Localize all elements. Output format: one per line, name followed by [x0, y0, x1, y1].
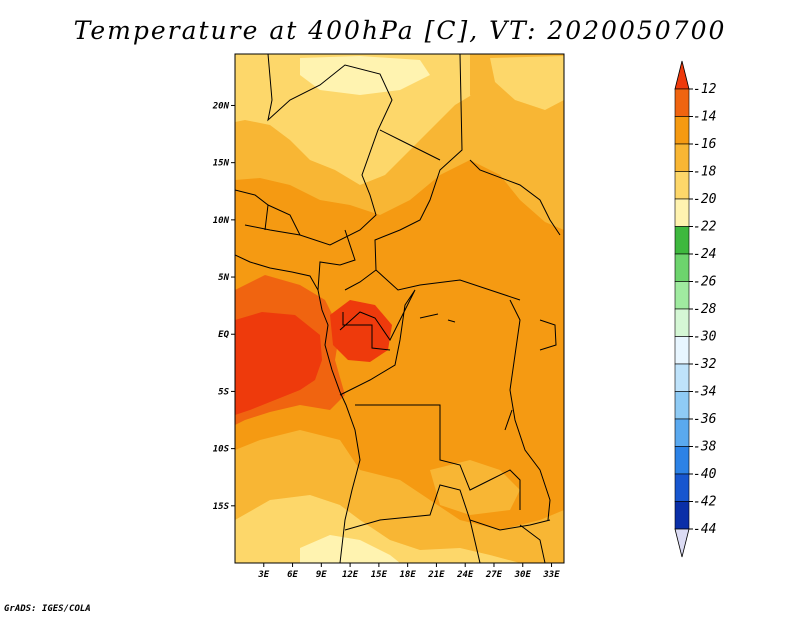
field-west-hot [235, 312, 322, 415]
field-south-pale [300, 535, 400, 563]
field-ne-cold [490, 56, 564, 110]
lat-tick-label: 20N [212, 101, 230, 111]
border-congo-1 [339, 289, 416, 396]
colorbar-box [674, 171, 690, 200]
colorbar-label: -12 [693, 82, 717, 97]
lon-tick-label: 27E [485, 570, 503, 580]
colorbar-box [674, 198, 690, 227]
lat-tick-label: 15S [213, 502, 230, 512]
latitude-axis: 20N 15N 10N 5N EQ 5S 10S 15S [212, 101, 235, 512]
map-frame [234, 53, 565, 564]
colorbar-label: -28 [693, 302, 717, 317]
colorbar-label: -32 [693, 357, 717, 372]
lat-tick-label: 10N [213, 216, 230, 226]
colorbar-box [674, 446, 690, 475]
lon-tick-label: 12E [342, 570, 359, 580]
colorbar-box [674, 88, 690, 117]
colorbar: -12 -14 -16 -18 -20 -22 -24 -26 -28 -30 -32 -34 -36 -… [674, 60, 717, 558]
colorbar-box [674, 363, 690, 392]
colorbar-box [674, 501, 690, 530]
border-gabon [342, 312, 391, 351]
lat-tick-label: 15N [213, 159, 230, 169]
colorbar-label: -34 [693, 385, 716, 400]
colorbar-bottom-arrow [674, 528, 690, 558]
border-west-1 [235, 189, 269, 231]
colorbar-label: -24 [693, 247, 716, 262]
lon-tick-label: 21E [427, 570, 445, 580]
colorbar-label: -14 [693, 110, 716, 125]
field-central-hot [330, 300, 392, 362]
colorbar-label: -44 [693, 522, 716, 537]
border-south-2 [469, 519, 481, 563]
border-south-3 [519, 524, 546, 563]
grads-credit: GrADS: IGES/COLA [4, 604, 91, 614]
colorbar-label: -36 [693, 412, 717, 427]
colorbar-box [674, 253, 690, 282]
border-north-1 [244, 54, 393, 246]
border-lake [509, 299, 551, 521]
colorbar-label: -40 [693, 467, 717, 482]
border-chad [317, 229, 356, 291]
colorbar-box [674, 308, 690, 337]
lat-tick-label: EQ [218, 330, 229, 340]
lat-tick-label: 5N [218, 273, 229, 283]
lake-4 [504, 409, 513, 431]
colorbar-label: -18 [693, 165, 717, 180]
colorbar-box [674, 418, 690, 447]
colorbar-label: -22 [693, 220, 717, 235]
temperature-field [235, 54, 564, 563]
lon-tick-label: 3E [257, 570, 269, 580]
border-north-2 [374, 54, 521, 301]
lat-tick-label: 10S [213, 445, 230, 455]
colorbar-label: -26 [693, 275, 717, 290]
colorbar-box [674, 391, 690, 420]
country-borders [235, 54, 561, 563]
field-north-cold [235, 54, 520, 185]
colorbar-box [674, 226, 690, 255]
field-north-pale [300, 56, 430, 95]
map-title: Temperature at 400hPa [C], VT: 202005070… [73, 16, 727, 45]
lon-tick-label: 9E [316, 570, 327, 580]
colorbar-box [674, 336, 690, 365]
colorbar-box [674, 281, 690, 310]
colorbar-label: -16 [693, 137, 717, 152]
lake-2 [447, 319, 456, 323]
colorbar-label: -20 [693, 192, 717, 207]
colorbar-box [674, 116, 690, 145]
colorbar-box [674, 473, 690, 502]
west-coastline [235, 254, 361, 563]
longitude-axis: 3E 6E 9E 12E 15E 18E 21E 24E 27E 30E 33E [257, 563, 560, 580]
border-south-1 [344, 484, 551, 531]
colorbar-label: -38 [693, 440, 717, 455]
border-east [469, 159, 561, 236]
lake-3 [539, 319, 557, 351]
colorbar-label: -42 [693, 495, 717, 510]
border-west-2 [267, 204, 301, 236]
lon-tick-label: 33E [542, 570, 560, 580]
lon-tick-label: 15E [371, 570, 388, 580]
lake-1 [419, 313, 439, 319]
colorbar-top-arrow [674, 60, 690, 90]
border-sudan [379, 129, 441, 161]
lon-tick-label: 6E [287, 570, 298, 580]
lon-tick-label: 18E [400, 570, 417, 580]
colorbar-box [674, 143, 690, 172]
colorbar-label: -30 [693, 330, 717, 345]
lon-tick-label: 24E [456, 570, 474, 580]
border-congo-2 [355, 404, 521, 510]
lat-tick-label: 5S [218, 387, 229, 397]
border-car [344, 269, 377, 291]
lon-tick-label: 30E [514, 570, 532, 580]
